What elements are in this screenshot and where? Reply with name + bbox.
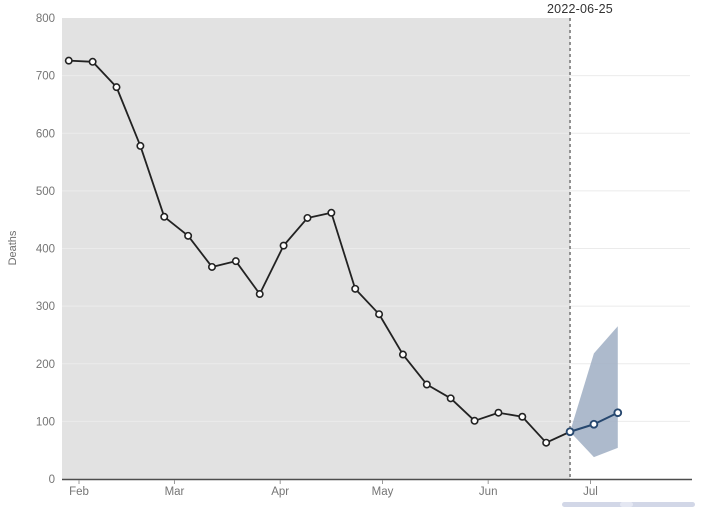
y-tick-label: 100	[36, 416, 55, 428]
observed-point[interactable]	[518, 412, 527, 421]
forecast-point[interactable]	[565, 427, 575, 437]
observed-point[interactable]	[446, 394, 455, 403]
y-tick-label: 500	[36, 186, 55, 198]
y-tick-label: 600	[36, 128, 55, 140]
y-tick-label: 300	[36, 301, 55, 313]
observed-point[interactable]	[303, 213, 312, 222]
y-tick-label: 200	[36, 359, 55, 371]
forecast-date-label: 2022-06-25	[547, 2, 613, 16]
observed-point[interactable]	[184, 231, 193, 240]
observed-point[interactable]	[279, 241, 288, 250]
x-tick-label: May	[372, 486, 394, 498]
observed-point[interactable]	[375, 310, 384, 319]
observed-point[interactable]	[88, 57, 97, 66]
observed-point[interactable]	[136, 141, 145, 150]
forecast-point[interactable]	[613, 408, 623, 418]
observed-point[interactable]	[64, 56, 73, 65]
y-tick-label: 400	[36, 244, 55, 256]
observed-point[interactable]	[494, 408, 503, 417]
scrollbar-notch[interactable]	[620, 502, 633, 507]
observed-line	[68, 59, 571, 444]
x-tick-label: Jul	[583, 486, 598, 498]
observed-point[interactable]	[470, 416, 479, 425]
x-tick-label: Jun	[479, 486, 498, 498]
observed-point[interactable]	[112, 83, 121, 92]
forecast-point[interactable]	[589, 419, 599, 429]
observed-point[interactable]	[542, 438, 551, 447]
confidence-band	[570, 326, 618, 458]
observed-point[interactable]	[231, 257, 240, 266]
y-tick-label: 800	[36, 13, 55, 25]
observed-point[interactable]	[422, 380, 431, 389]
y-tick-label: 700	[36, 71, 55, 83]
observed-point[interactable]	[327, 208, 336, 217]
y-tick-label: 0	[49, 474, 55, 486]
observed-point[interactable]	[207, 262, 216, 271]
x-tick-label: Feb	[69, 486, 89, 498]
observed-point[interactable]	[398, 350, 407, 359]
observed-point[interactable]	[160, 212, 169, 221]
x-tick-label: Mar	[165, 486, 185, 498]
x-tick-label: Apr	[271, 486, 289, 498]
horizontal-scrollbar[interactable]	[562, 502, 695, 507]
observed-point[interactable]	[255, 290, 264, 299]
observed-point[interactable]	[351, 284, 360, 293]
